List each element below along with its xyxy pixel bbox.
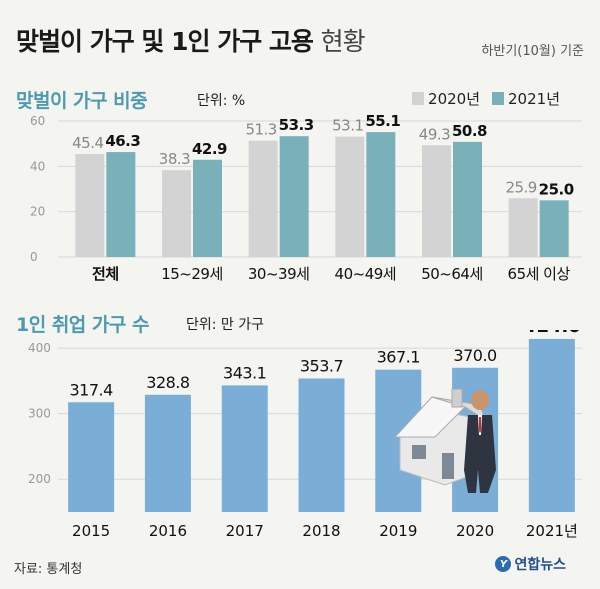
- legend-label-2021: 2021년: [508, 90, 560, 108]
- legend-swatch-teal: [492, 92, 505, 105]
- chart2-ytick-label: 300: [28, 407, 51, 421]
- chart2-category-label: 2017: [226, 522, 264, 540]
- chart2-category-label: 2018: [302, 522, 340, 540]
- chart1-data-label: 25.9: [505, 178, 536, 196]
- agency-logo: Y 연합뉴스: [495, 554, 566, 574]
- chart2-data-label: 353.7: [300, 356, 343, 375]
- chart2-data-label: 414.0: [523, 330, 581, 337]
- legend-2020: 2020년: [412, 88, 480, 109]
- chart1-category-label: 40~49세: [335, 265, 397, 283]
- chart1-data-label: 50.8: [452, 122, 487, 140]
- chart1-category-label: 65세 이상: [508, 265, 571, 283]
- chart1-bar-2021: [366, 132, 396, 257]
- basis-note: 하반기(10월) 기준: [481, 44, 584, 59]
- chart2-bar: [528, 338, 575, 512]
- legend-2021: 2021년: [492, 88, 560, 109]
- chart2-data-label: 328.8: [146, 373, 190, 392]
- chart1-bar-2020: [422, 145, 451, 257]
- chart1-bar-2021: [453, 141, 482, 257]
- chart1-bar-2021: [106, 152, 136, 257]
- chart1-ytick-label: 40: [30, 159, 45, 173]
- chart1-category-label: 30~39세: [248, 265, 310, 283]
- chart1-category-label: 15~29세: [161, 265, 223, 283]
- chart1-title: 맞벌이 가구 비중: [16, 90, 148, 112]
- chart1-data-label: 46.3: [105, 132, 140, 150]
- chart1-ytick-label: 0: [30, 250, 38, 264]
- legend-label-2020: 2020년: [428, 90, 481, 108]
- chart2-unit: 단위: 만 가구: [186, 317, 265, 333]
- chart1-svg: 0 20 40 60 45.4 46.3 전체 38.342.9 15~29세 51.3 53.3 3…: [30, 112, 582, 283]
- chart1-bar-2021: [539, 200, 569, 257]
- chart1-category-label: 전체: [92, 265, 119, 283]
- chart2-category-label: 2020: [456, 522, 494, 540]
- title-light: 현황: [320, 27, 366, 56]
- chart1-bar-2020: [162, 170, 191, 257]
- chart2-ytick-label: 400: [28, 341, 51, 355]
- chart1-bar-2020: [248, 140, 278, 257]
- chart1-bar-2021: [279, 136, 309, 257]
- chart1-data-label: 49.3: [419, 125, 450, 143]
- chart2-ytick-label: 200: [28, 472, 51, 486]
- chart1-data-label: 45.4: [72, 134, 103, 152]
- chart1-data-label: 42.9: [192, 140, 227, 158]
- chart2-bar: [221, 385, 268, 512]
- chart1-category-label: 50~64세: [421, 265, 483, 283]
- chart1-data-label: 53.3: [279, 116, 314, 134]
- chart1-data-label: 53.1: [332, 117, 363, 135]
- chart2-category-label: 2019: [379, 522, 417, 540]
- chart1-bar-2021: [193, 159, 222, 257]
- chart1-data-label: 25.0: [539, 180, 574, 198]
- chart1-bar-2020: [335, 136, 365, 257]
- chart1-ytick-label: 60: [30, 114, 45, 128]
- title-bold: 맞벌이 가구 및 1인 가구 고용: [16, 27, 314, 56]
- chart2-data-label: 317.4: [69, 380, 113, 399]
- chart2-title: 1인 취업 가구 수: [16, 314, 149, 336]
- chart2-category-label: 2016: [149, 522, 187, 540]
- chart1-data-label: 38.3: [159, 150, 190, 168]
- chart1-ytick-label: 20: [30, 205, 45, 219]
- house-person-illustration: [393, 388, 496, 493]
- source-note: 자료: 통계청: [14, 562, 83, 577]
- chart1-data-label: 55.1: [365, 112, 400, 130]
- chart2-data-label: 370.0: [453, 346, 497, 365]
- chart1-bar-2020: [508, 198, 538, 257]
- chart2-bar: [68, 402, 115, 512]
- chart2-svg: 200 300 400 317.4 2015 328.8 2016 343.1 2017 353.…: [28, 330, 582, 540]
- chart2-bar: [144, 394, 191, 512]
- page-title: 맞벌이 가구 및 1인 가구 고용 현황: [16, 22, 366, 58]
- chart2-bar: [298, 378, 345, 512]
- chart1-bar-2020: [75, 154, 105, 257]
- chart2-data-label: 367.1: [377, 348, 420, 367]
- chart2-category-label: 2015: [72, 522, 110, 540]
- chart1-data-label: 51.3: [245, 121, 276, 139]
- chart2-data-label: 343.1: [223, 363, 266, 382]
- legend-swatch-grey: [412, 92, 425, 105]
- chart1-legend: 2020년 2021년: [412, 88, 560, 109]
- yonhap-logo-icon: Y: [495, 556, 512, 572]
- chart2-category-label: 2021년: [526, 522, 578, 540]
- logo-text: 연합뉴스: [514, 557, 566, 573]
- chart1-unit: 단위: %: [197, 93, 246, 109]
